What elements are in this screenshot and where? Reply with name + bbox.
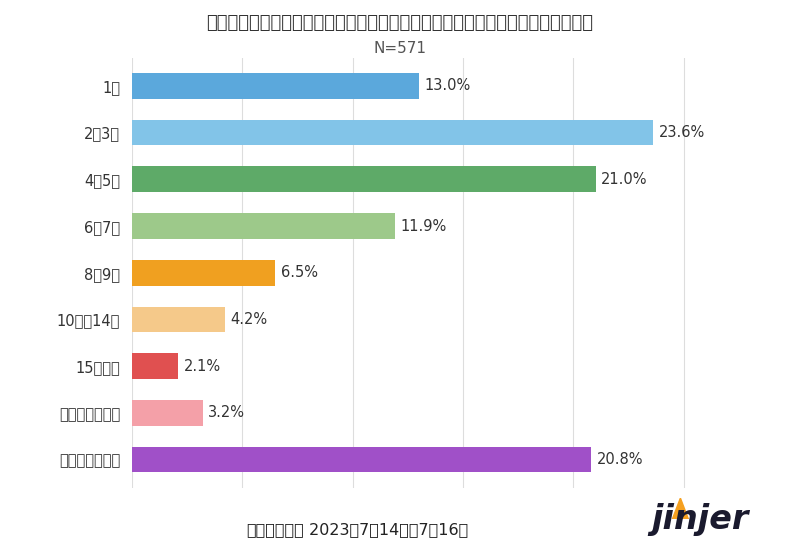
Text: 6.5%: 6.5%	[281, 265, 318, 280]
Text: 4.2%: 4.2%	[230, 312, 267, 327]
Polygon shape	[672, 498, 688, 519]
Bar	[132, 306, 225, 332]
Text: あなたのお勤め先で現在使われている人事系システムの総数を教えてください。: あなたのお勤め先で現在使われている人事系システムの総数を教えてください。	[206, 14, 594, 32]
Text: jinjer: jinjer	[651, 503, 749, 536]
Bar	[132, 120, 653, 145]
Bar	[132, 353, 178, 379]
Bar	[132, 213, 394, 239]
Text: 23.6%: 23.6%	[658, 125, 705, 140]
Text: 21.0%: 21.0%	[601, 172, 647, 187]
Bar	[132, 73, 419, 99]
Bar	[132, 166, 595, 192]
Text: 2023年7月14日～7月16日: 2023年7月14日～7月16日	[304, 522, 468, 537]
Text: 13.0%: 13.0%	[425, 78, 470, 93]
Bar	[132, 260, 275, 285]
Text: 3.2%: 3.2%	[208, 406, 245, 420]
Text: 11.9%: 11.9%	[400, 219, 446, 234]
Text: 20.8%: 20.8%	[597, 452, 643, 467]
Bar	[132, 447, 591, 472]
Bar	[132, 400, 202, 426]
Text: 2.1%: 2.1%	[184, 359, 221, 374]
Text: 【調査期間】: 【調査期間】	[246, 522, 304, 537]
Text: N=571: N=571	[374, 41, 426, 56]
